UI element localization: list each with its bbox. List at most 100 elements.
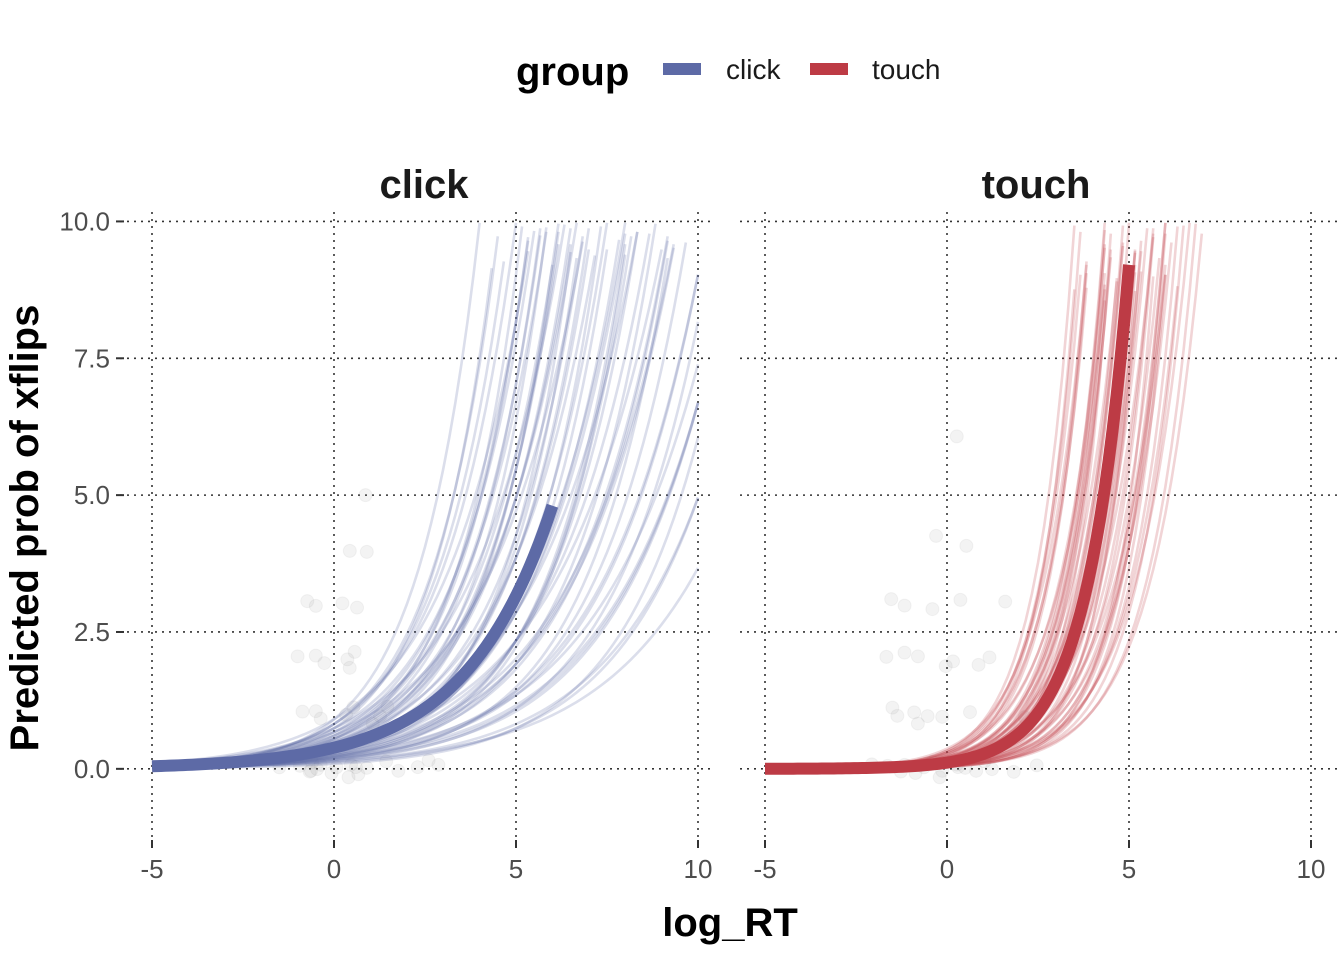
legend-key-click [663,63,701,75]
grid-touch [740,212,1338,848]
x-tick-label: 10 [684,854,713,884]
data-point [359,760,374,775]
data-point [410,760,425,775]
data-point [335,596,350,611]
legend-label-click: click [726,54,781,85]
data-point [339,707,354,722]
data-point [380,699,395,714]
data-point [998,594,1013,609]
x-tick-label: 0 [940,854,954,884]
data-point [329,760,344,775]
data-point [1006,764,1021,779]
y-tick-label: 2.5 [74,617,110,647]
data-point [347,644,362,659]
grid-click [120,212,710,848]
x-axis-touch: -5 0 5 10 [753,840,1325,884]
panel-click: click -5 0 5 10 [120,163,712,884]
data-point [342,543,357,558]
data-point [897,645,912,660]
data-point [920,709,935,724]
data-point [295,704,310,719]
draw-curves-touch [764,222,1204,771]
draw-curve [151,237,530,768]
data-point [879,649,894,664]
data-point [890,708,905,723]
data-point [932,770,947,785]
data-point [324,766,339,781]
y-tick-label: 10.0 [59,206,110,236]
data-point [884,592,899,607]
data-point [984,762,999,777]
mean-curve-line [151,503,559,773]
data-point [300,594,315,609]
y-tick-label: 5.0 [74,480,110,510]
data-point [379,754,394,769]
data-point [935,709,950,724]
y-tick-label: 0.0 [74,754,110,784]
data-point [340,652,355,667]
data-point [971,657,986,672]
data-point [351,767,366,782]
x-tick-label: 5 [509,854,523,884]
data-point [350,600,365,615]
data-point [290,649,305,664]
x-tick-label: 0 [327,854,341,884]
data-point [907,705,922,720]
data-point [373,709,388,724]
data-point [302,764,317,779]
points-click [272,488,446,785]
data-point [953,592,968,607]
data-point [431,757,446,772]
legend-key-touch [810,63,848,75]
data-point [358,488,373,503]
legend: group click touch [516,50,941,94]
mean-curve-line [764,264,1135,775]
data-point [421,753,436,768]
data-point [310,762,325,777]
data-point [348,760,363,775]
legend-label-touch: touch [872,54,941,85]
x-tick-label: 10 [1297,854,1326,884]
data-point [343,757,358,772]
mean-curve-click [151,503,559,773]
data-point [969,763,984,778]
strip-title-touch: touch [982,163,1091,207]
data-point [963,705,977,720]
data-point [959,538,974,553]
data-point [897,598,912,613]
data-point [910,716,925,731]
data-point [925,602,940,617]
y-axis: 0.0 2.5 5.0 7.5 10.0 [59,206,124,784]
strip-title-click: click [380,163,470,207]
x-tick-label: -5 [140,854,163,884]
data-point [929,528,944,543]
data-point [885,700,900,715]
x-axis-title: log_RT [662,901,798,945]
data-point [308,598,323,613]
data-point [317,656,332,671]
data-point [982,650,997,665]
data-point [313,757,328,772]
data-point [313,711,328,726]
data-point [359,544,374,559]
data-point [949,429,964,444]
y-axis-title: Predicted prob of xflips [3,305,47,752]
draw-curve [151,250,530,765]
data-point [346,700,361,715]
legend-title: group [516,50,629,94]
y-tick-label: 7.5 [74,343,110,373]
draw-curve [151,222,481,768]
data-point [342,660,357,675]
mean-curve-touch [764,264,1135,775]
data-point [1029,758,1044,773]
x-tick-label: -5 [753,854,776,884]
data-point [938,659,953,674]
data-point [308,648,323,663]
x-axis-click: -5 0 5 10 [140,840,712,884]
panel-touch: touch -5 0 5 10 [740,163,1338,884]
data-point [308,704,323,719]
x-tick-label: 5 [1122,854,1136,884]
data-point [946,654,961,669]
data-point [341,770,356,785]
